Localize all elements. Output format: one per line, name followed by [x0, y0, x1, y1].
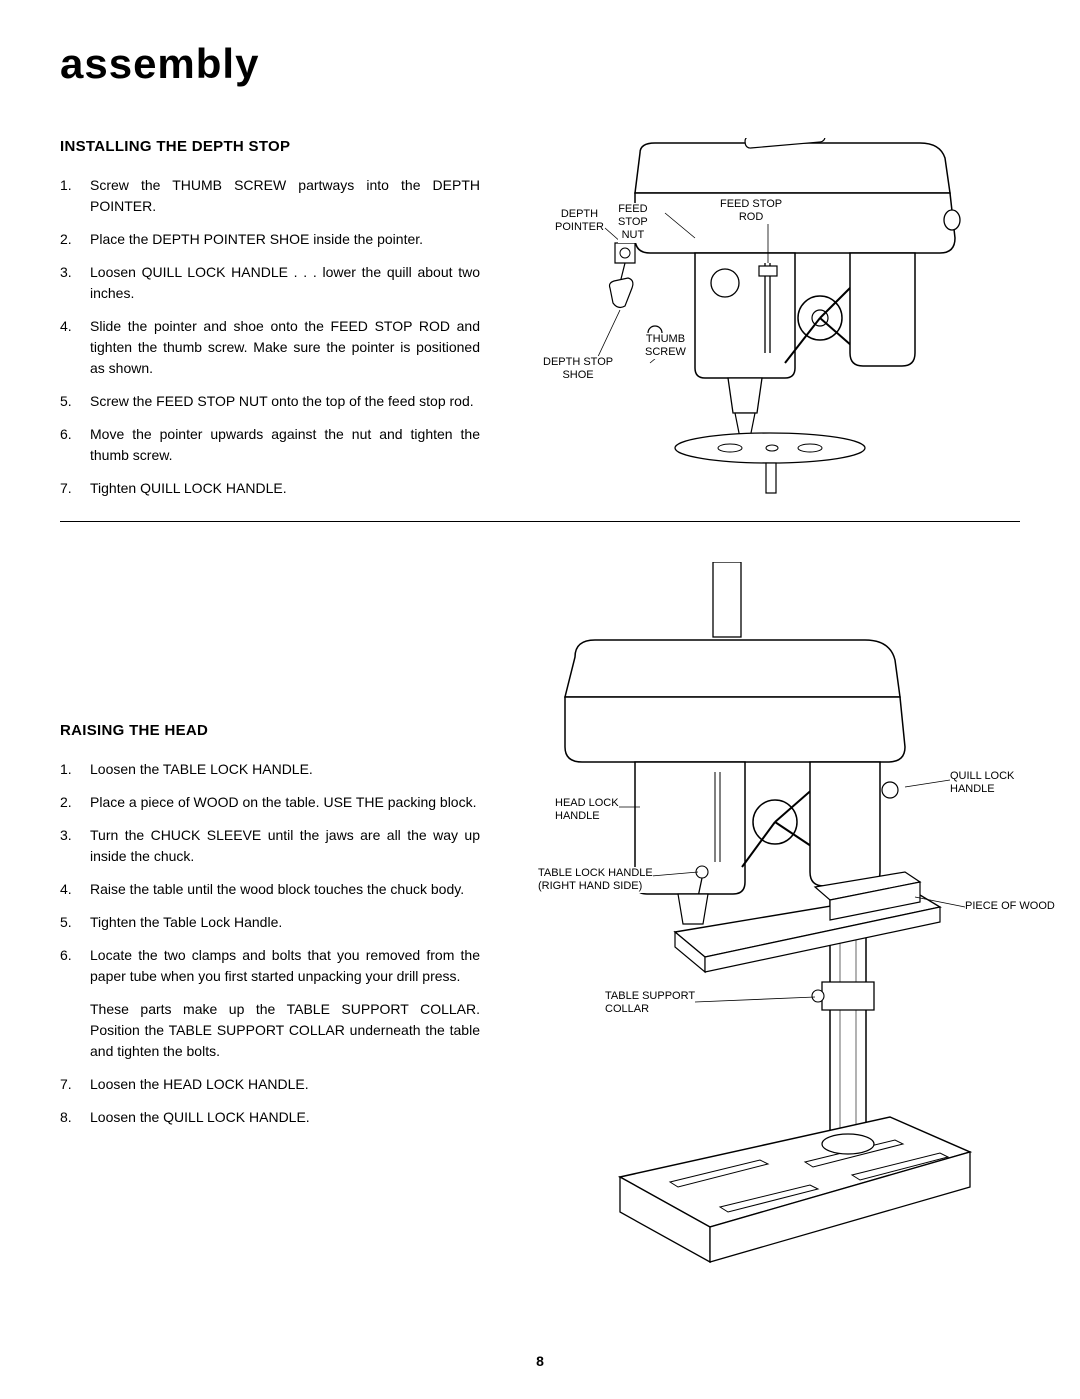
step-item: 1.Loosen the TABLE LOCK HANDLE.	[60, 759, 480, 780]
steps-list-1: 1.Screw the THUMB SCREW partways into th…	[60, 175, 480, 499]
step-item: 3.Turn the CHUCK SLEEVE until the jaws a…	[60, 825, 480, 867]
step-item: 7.Loosen the HEAD LOCK HANDLE.	[60, 1074, 480, 1095]
step-text: Move the pointer upwards against the nut…	[90, 426, 480, 463]
callout-depth-stop-shoe: DEPTH STOP SHOE	[543, 356, 613, 382]
drill-press-full-illustration	[520, 562, 1040, 1282]
step-text: Place the DEPTH POINTER SHOE inside the …	[90, 231, 423, 247]
callout-feed-stop-rod: FEED STOP ROD	[720, 198, 782, 224]
step-text: Loosen the QUILL LOCK HANDLE.	[90, 1109, 310, 1125]
step-text: Loosen the TABLE LOCK HANDLE.	[90, 761, 313, 777]
step-text: Tighten the Table Lock Handle.	[90, 914, 282, 930]
step-item: 4.Slide the pointer and shoe onto the FE…	[60, 316, 480, 379]
callout-feed-stop-nut: FEED STOP NUT	[618, 203, 648, 243]
step-text: Screw the THUMB SCREW partways into the …	[90, 177, 480, 214]
step-text: Locate the two clamps and bolts that you…	[90, 947, 480, 984]
callout-thumb-screw: THUMB SCREW	[645, 333, 686, 359]
callout-head-lock-handle: HEAD LOCK HANDLE	[555, 797, 619, 823]
callout-quill-lock-handle: QUILL LOCK HANDLE	[950, 770, 1014, 796]
section-divider	[60, 521, 1020, 522]
step-item: 7.Tighten QUILL LOCK HANDLE.	[60, 478, 480, 499]
drill-press-head-illustration	[550, 138, 1000, 508]
step-item: 5.Screw the FEED STOP NUT onto the top o…	[60, 391, 480, 412]
steps-list-2: 1.Loosen the TABLE LOCK HANDLE. 2.Place …	[60, 759, 480, 1128]
step-item: 8.Loosen the QUILL LOCK HANDLE.	[60, 1107, 480, 1128]
step-text: Loosen QUILL LOCK HANDLE . . . lower the…	[90, 264, 480, 301]
section-heading-1: INSTALLING THE DEPTH STOP	[60, 138, 480, 155]
callout-depth-pointer: DEPTH POINTER	[555, 208, 604, 234]
step-text: Screw the FEED STOP NUT onto the top of …	[90, 393, 474, 409]
step-item: 6.Move the pointer upwards against the n…	[60, 424, 480, 466]
step-item: 2.Place the DEPTH POINTER SHOE inside th…	[60, 229, 480, 250]
callout-table-lock-handle: TABLE LOCK HANDLE (RIGHT HAND SIDE)	[538, 867, 653, 893]
step-item: 1.Screw the THUMB SCREW partways into th…	[60, 175, 480, 217]
section-heading-2: RAISING THE HEAD	[60, 722, 480, 739]
step-text: Raise the table until the wood block tou…	[90, 881, 464, 897]
step-item: 4.Raise the table until the wood block t…	[60, 879, 480, 900]
step-item: 6.Locate the two clamps and bolts that y…	[60, 945, 480, 987]
callout-piece-of-wood: PIECE OF WOOD	[965, 900, 1055, 913]
step-item: 3.Loosen QUILL LOCK HANDLE . . . lower t…	[60, 262, 480, 304]
section-depth-stop: INSTALLING THE DEPTH STOP 1.Screw the TH…	[60, 138, 1020, 511]
step-item: 5.Tighten the Table Lock Handle.	[60, 912, 480, 933]
step-text: Place a piece of WOOD on the table. USE …	[90, 794, 476, 810]
page-title: assembly	[60, 40, 1020, 88]
step-text: Tighten QUILL LOCK HANDLE.	[90, 480, 287, 496]
step-subtext: These parts make up the TABLE SUPPORT CO…	[60, 999, 480, 1062]
step-item: 2.Place a piece of WOOD on the table. US…	[60, 792, 480, 813]
section-raising-head: RAISING THE HEAD 1.Loosen the TABLE LOCK…	[60, 562, 1020, 1302]
callout-table-support-collar: TABLE SUPPORT COLLAR	[605, 990, 695, 1016]
page-number: 8	[536, 1353, 544, 1369]
step-text: Loosen the HEAD LOCK HANDLE.	[90, 1076, 309, 1092]
step-text: Turn the CHUCK SLEEVE until the jaws are…	[90, 827, 480, 864]
diagram-1: DEPTH POINTER FEED STOP NUT FEED STOP RO…	[500, 138, 1020, 511]
text-column-2: RAISING THE HEAD 1.Loosen the TABLE LOCK…	[60, 562, 480, 1302]
diagram-2: QUILL LOCK HANDLE HEAD LOCK HANDLE TABLE…	[500, 562, 1020, 1302]
text-column-1: INSTALLING THE DEPTH STOP 1.Screw the TH…	[60, 138, 480, 511]
step-text: Slide the pointer and shoe onto the FEED…	[90, 318, 480, 376]
